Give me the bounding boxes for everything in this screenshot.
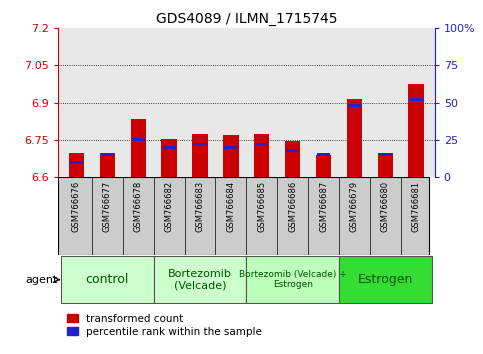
Bar [316, 155, 331, 177]
Bar [192, 133, 208, 177]
Bar [101, 153, 114, 156]
Text: control: control [85, 273, 129, 286]
Bar [163, 146, 176, 149]
Bar [224, 146, 238, 149]
Bar [223, 135, 239, 177]
Text: GSM766677: GSM766677 [103, 181, 112, 232]
Title: GDS4089 / ILMN_1715745: GDS4089 / ILMN_1715745 [156, 12, 337, 26]
Legend: transformed count, percentile rank within the sample: transformed count, percentile rank withi… [63, 310, 266, 341]
Bar [61, 256, 154, 303]
Text: GSM766678: GSM766678 [134, 181, 143, 232]
Bar [255, 143, 269, 146]
Text: GSM766687: GSM766687 [319, 181, 328, 232]
Text: GSM766683: GSM766683 [196, 181, 204, 232]
Bar [246, 256, 339, 303]
Text: GSM766681: GSM766681 [412, 181, 421, 232]
Bar [286, 149, 299, 152]
Text: agent: agent [25, 275, 57, 285]
Text: GSM766685: GSM766685 [257, 181, 266, 232]
Text: Bortezomib
(Velcade): Bortezomib (Velcade) [168, 269, 232, 291]
Bar [154, 256, 246, 303]
Bar [347, 99, 362, 177]
Bar [379, 153, 392, 156]
Text: GSM766676: GSM766676 [72, 181, 81, 232]
Text: GSM766682: GSM766682 [165, 181, 173, 232]
Bar [194, 143, 207, 146]
Bar [348, 104, 361, 107]
Bar [410, 98, 423, 101]
Text: Estrogen: Estrogen [357, 273, 413, 286]
Bar [254, 133, 270, 177]
Text: GSM766684: GSM766684 [227, 181, 235, 232]
Text: GSM766686: GSM766686 [288, 181, 297, 232]
Bar [69, 153, 84, 177]
Bar [132, 138, 145, 141]
Bar [339, 256, 432, 303]
Bar [130, 119, 146, 177]
Text: Bortezomib (Velcade) +
Estrogen: Bortezomib (Velcade) + Estrogen [239, 270, 346, 289]
Bar [409, 84, 424, 177]
Bar [317, 153, 330, 156]
Text: GSM766679: GSM766679 [350, 181, 359, 232]
Bar [161, 138, 177, 177]
Bar [70, 161, 83, 164]
Bar [99, 153, 115, 177]
Bar [285, 141, 300, 177]
Bar [378, 153, 393, 177]
Text: GSM766680: GSM766680 [381, 181, 390, 232]
